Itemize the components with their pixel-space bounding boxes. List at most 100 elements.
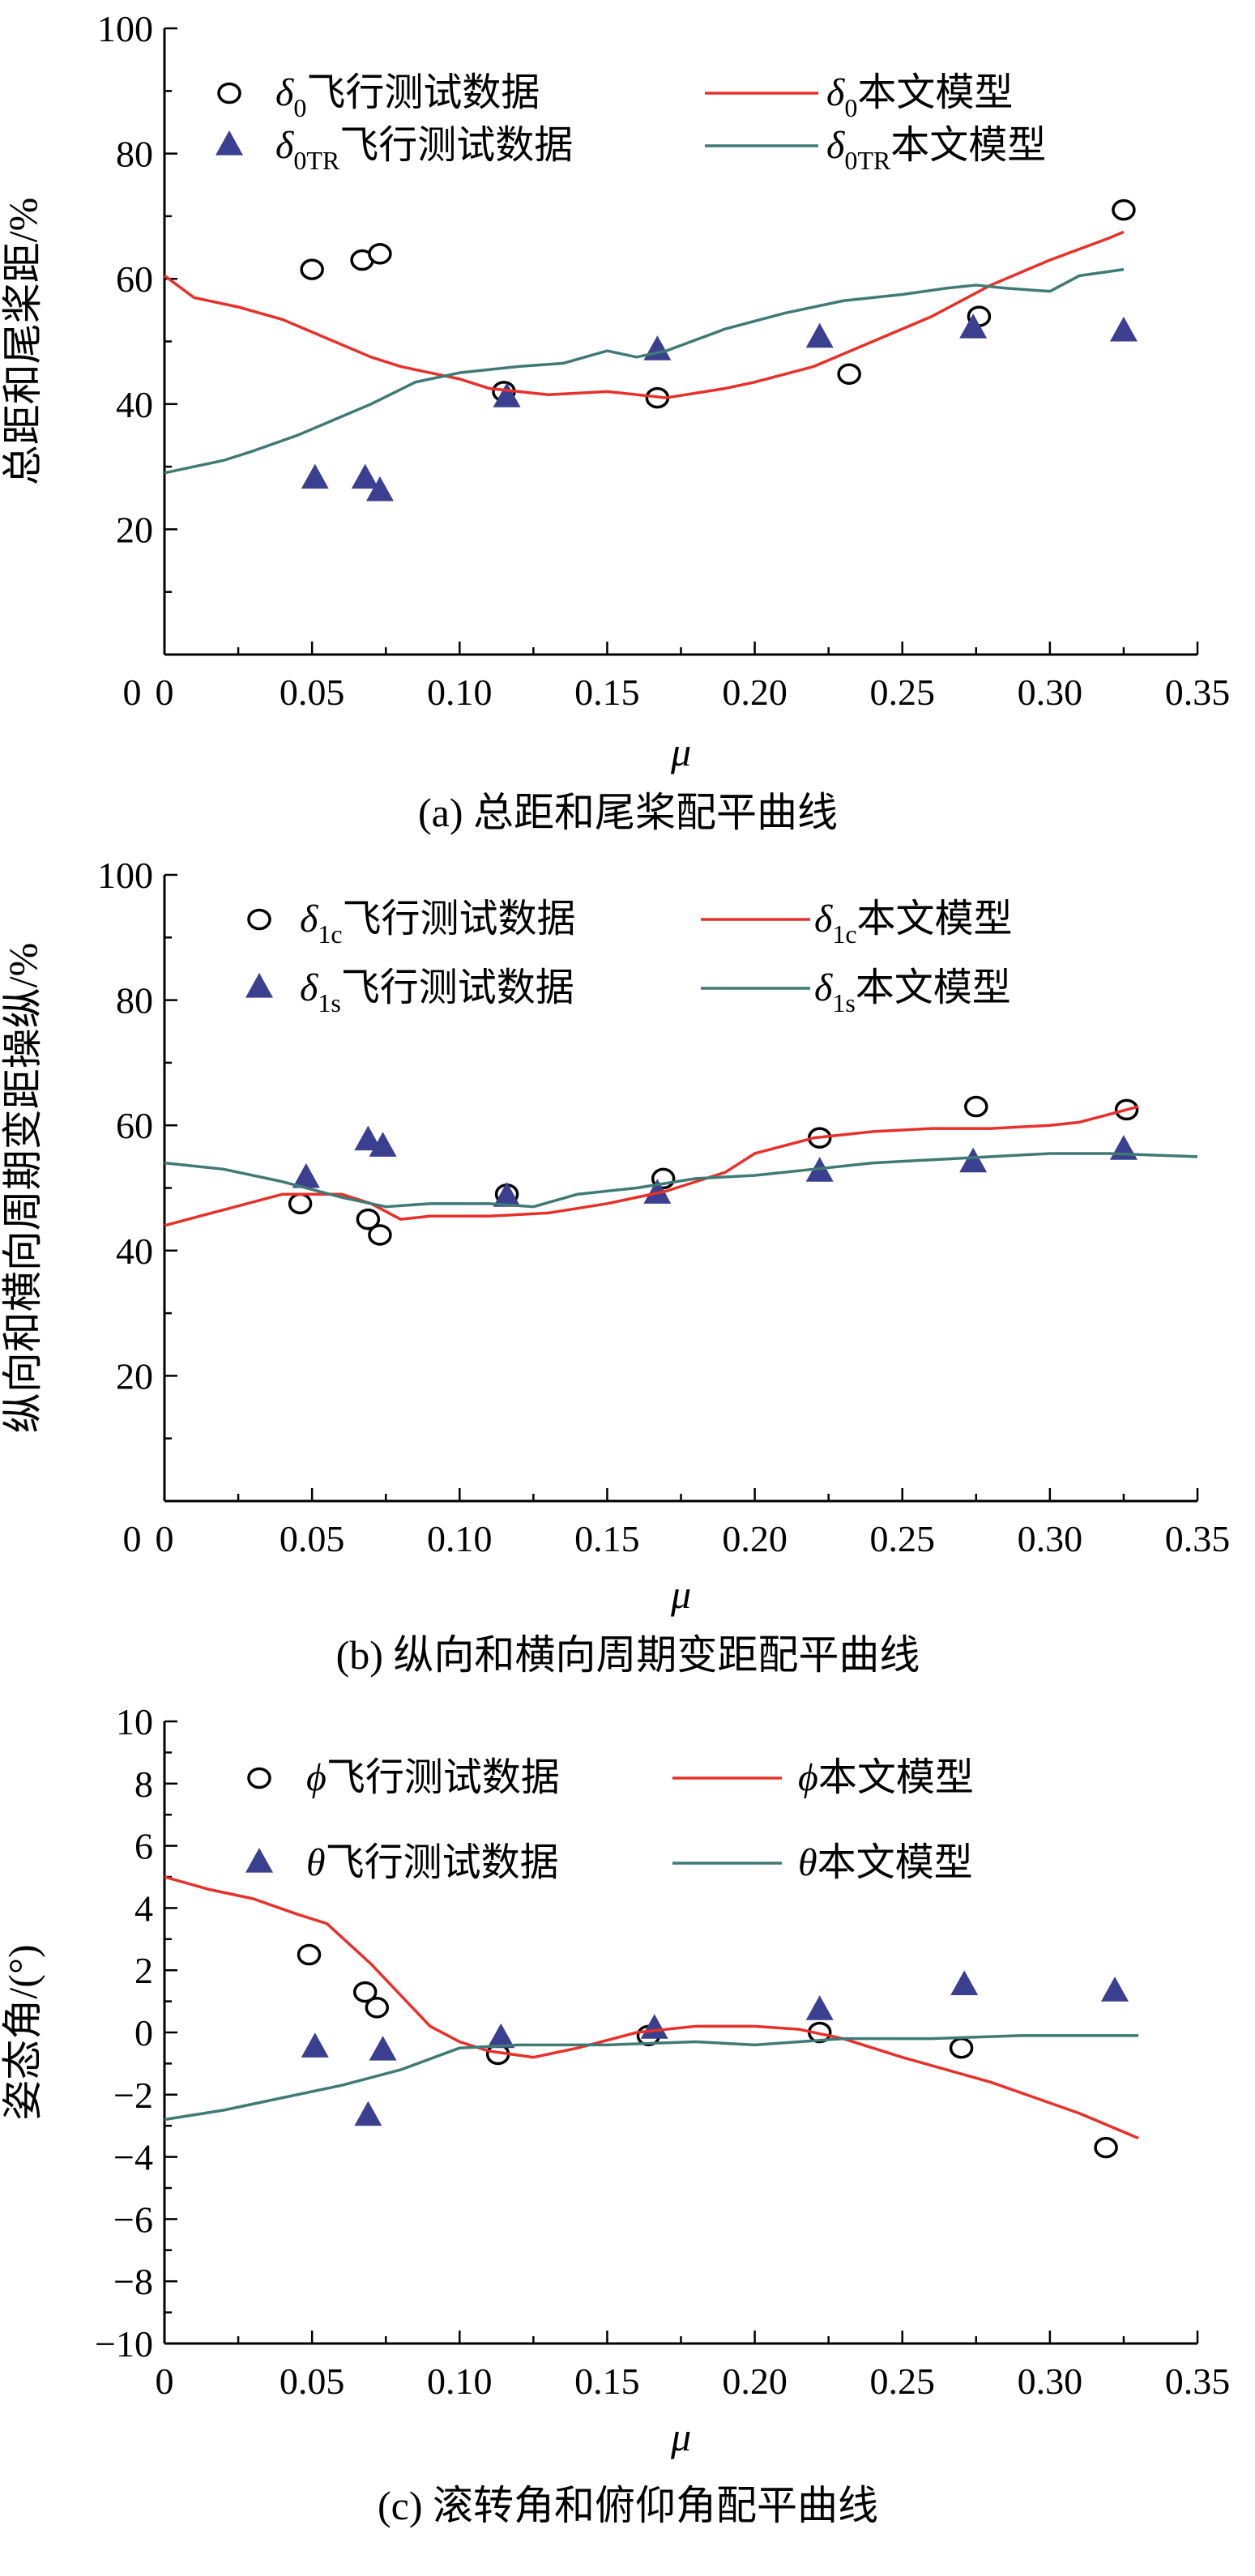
data-point-triangle <box>959 1147 988 1173</box>
y-axis-label: 纵向和横向周期变距操纵/% <box>0 943 45 1434</box>
series-line-red-line <box>163 230 1125 399</box>
y-tick-label: 60 <box>116 258 153 300</box>
data-point-circle <box>837 363 861 385</box>
data-point-circle <box>365 1997 390 2019</box>
chart-caption: (c) 滚转角和俯仰角配平曲线 <box>378 2483 878 2528</box>
data-point-triangle <box>1109 1135 1138 1160</box>
y-tick-label: −6 <box>113 2199 153 2240</box>
x-axis-label: μ <box>670 1572 691 1617</box>
legend: δ1c飞行测试数据 δ1c本文模型 δ1s飞行测试数据 δ1s本文模型 <box>245 898 1013 1017</box>
data-point-triangle <box>365 476 394 501</box>
legend-marker-triangle <box>216 130 243 156</box>
data-point-triangle <box>805 322 834 348</box>
x-tick-label: 0 <box>156 672 174 713</box>
x-tick-label: 0.30 <box>1018 2361 1083 2402</box>
legend: δ0飞行测试数据 δ0本文模型 δ0TR飞行测试数据 δ0TR本文模型 <box>216 71 1046 175</box>
chart-panel-b: 0 0.05 0.10 0.15 0.20 0.25 0.30 0.35 20 40 60 80 100… <box>0 855 1230 1678</box>
data-point-triangle <box>959 313 988 339</box>
chart-panel-c: 0 0.05 0.10 0.15 0.20 0.25 0.30 0.35 −10 −8 −6 −4 −2… <box>0 1701 1230 2528</box>
series-line-teal-line <box>164 2034 1139 2122</box>
x-tick-label: 0.15 <box>574 672 640 713</box>
origin-tick-label: 0 <box>123 1518 142 1559</box>
x-tick-label: 0.25 <box>869 1518 935 1559</box>
x-tick-label: 0.20 <box>722 1518 788 1559</box>
data-point-triangle <box>493 1182 521 1207</box>
y-axis-label: 姿态角/(°) <box>0 1944 45 2120</box>
x-tick-label: 0.35 <box>1165 1518 1231 1559</box>
x-tick-label: 0.20 <box>722 2361 788 2402</box>
legend-marker-circle <box>247 908 271 931</box>
chart-panel-a: 0 0.05 0.10 0.15 0.20 0.25 0.30 0.35 20 40 60 80 100… <box>0 8 1230 835</box>
x-tick-label: 0.15 <box>574 2361 640 2402</box>
data-point-triangle <box>292 1162 320 1188</box>
x-tick-label: 0.05 <box>280 1518 345 1559</box>
x-tick-label: 0.15 <box>574 1518 640 1559</box>
data-point-triangle <box>354 2100 382 2126</box>
y-tick-label: 20 <box>116 1355 153 1397</box>
legend-marker-triangle <box>245 1848 273 1873</box>
x-tick-label: 0 <box>156 2361 174 2402</box>
legend: ϕ飞行测试数据 ϕ本文模型 θ飞行测试数据 θ本文模型 <box>245 1756 974 1884</box>
data-point-circle <box>1094 2136 1118 2159</box>
data-point-circle <box>297 1943 322 1966</box>
data-point-triangle <box>487 2023 515 2049</box>
y-tick-label: 80 <box>116 980 153 1021</box>
legend-label: ϕ本文模型 <box>798 1756 974 1799</box>
y-tick-label: 0 <box>134 2012 153 2054</box>
data-point-triangle <box>643 1179 672 1204</box>
data-point-triangle <box>1109 316 1138 342</box>
legend-label: δ1c本文模型 <box>814 898 1013 949</box>
legend-label: δ1s本文模型 <box>814 966 1011 1017</box>
data-point-circle <box>300 258 324 280</box>
data-point-triangle <box>805 1995 834 2020</box>
data-point-circle <box>949 2036 974 2059</box>
y-tick-label: −10 <box>95 2323 153 2365</box>
series-line-red-line <box>164 1105 1139 1227</box>
x-tick-label: 0.25 <box>869 672 935 713</box>
x-tick-label: 0.35 <box>1165 672 1231 713</box>
x-tick-label: 0.10 <box>427 672 493 713</box>
y-tick-label: −2 <box>113 2075 153 2116</box>
y-tick-label: 20 <box>116 509 153 550</box>
data-point-circle <box>1112 198 1136 221</box>
legend-marker-circle <box>217 82 241 104</box>
y-axis-label: 总距和尾桨距/% <box>0 198 45 486</box>
legend-marker-triangle <box>245 973 273 998</box>
legend-label: θ飞行测试数据 <box>306 1841 559 1884</box>
data-point-circle <box>368 1224 392 1246</box>
legend-label: δ0本文模型 <box>826 71 1013 122</box>
y-tick-label: −8 <box>113 2261 153 2302</box>
chart-caption: (a) 总距和尾桨配平曲线 <box>418 790 838 835</box>
series-line-red-line <box>164 1875 1139 2140</box>
data-point-triangle <box>1101 1977 1129 2002</box>
data-point-circle <box>288 1192 313 1215</box>
data-point-triangle <box>493 382 521 407</box>
x-axis-label: μ <box>670 2414 691 2459</box>
x-tick-label: 0.05 <box>280 672 345 713</box>
data-point-triangle <box>369 1132 397 1157</box>
y-tick-label: 8 <box>134 1764 153 1805</box>
y-tick-label: 2 <box>134 1950 153 1991</box>
legend-label: δ0飞行测试数据 <box>275 71 540 122</box>
y-tick-label: 100 <box>97 8 153 49</box>
y-tick-label: 10 <box>116 1701 153 1742</box>
legend-label: δ1s飞行测试数据 <box>300 966 574 1017</box>
y-tick-label: −4 <box>113 2137 153 2178</box>
x-tick-label: 0.35 <box>1165 2361 1231 2402</box>
legend-marker-circle <box>247 1767 271 1789</box>
origin-tick-label: 0 <box>123 672 142 713</box>
y-tick-label: 40 <box>116 384 153 425</box>
y-tick-label: 60 <box>116 1105 153 1146</box>
series-line-teal-line <box>164 1152 1198 1209</box>
legend-label: δ0TR本文模型 <box>826 124 1046 175</box>
data-point-circle <box>356 1208 381 1230</box>
x-tick-label: 0.20 <box>722 672 788 713</box>
x-tick-label: 0.10 <box>427 1518 493 1559</box>
series-line-teal-line <box>164 267 1125 475</box>
data-point-circle <box>352 1981 378 2003</box>
y-tick-label: 40 <box>116 1230 153 1272</box>
x-tick-label: 0.05 <box>280 2361 345 2402</box>
legend-label: δ0TR飞行测试数据 <box>275 124 573 175</box>
x-tick-label: 0 <box>156 1518 174 1559</box>
